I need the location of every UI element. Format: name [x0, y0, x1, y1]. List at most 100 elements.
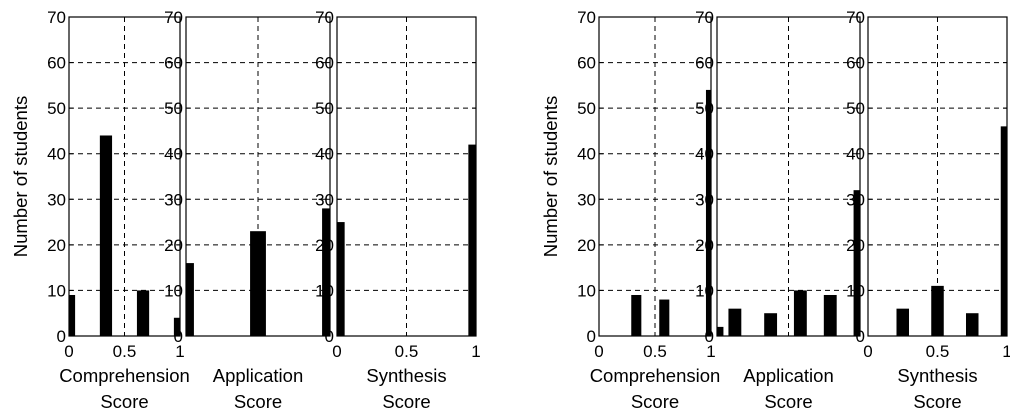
y-tick-label: 50 — [695, 99, 714, 118]
y-tick-label: 30 — [315, 190, 334, 209]
y-tick-label: 20 — [315, 236, 334, 255]
x-axis-label: Synthesis — [897, 365, 977, 386]
bar — [705, 89, 711, 337]
y-tick-label: 60 — [315, 54, 334, 73]
y-axis-label: Number of students — [10, 96, 31, 257]
x-axis-label-unit: Score — [631, 391, 679, 412]
y-tick-label: 20 — [695, 236, 714, 255]
histogram-panel-6: 0 10 20 30 40 50 60 70 0 0.5 1 Synthesis Score — [846, 8, 1010, 412]
y-tick-label: 0 — [325, 327, 334, 346]
bar — [793, 290, 807, 336]
x-tick-label: 1 — [706, 342, 715, 361]
bar — [659, 299, 670, 336]
x-axis-label-unit: Score — [913, 391, 961, 412]
y-tick-label: 0 — [587, 327, 596, 346]
bar — [717, 326, 724, 336]
x-tick-label: 1 — [1002, 342, 1010, 361]
y-tick-label: 50 — [846, 99, 865, 118]
y-tick-label: 70 — [164, 8, 183, 27]
x-axis-label: Application — [213, 365, 304, 386]
x-axis-label: Comprehension — [59, 365, 190, 386]
bar — [931, 285, 944, 336]
x-tick-label: 0.5 — [926, 342, 950, 361]
histogram-panel-4: 0 10 20 30 40 50 60 70 0 0.5 1 Comprehension Score Nu… — [540, 8, 720, 412]
bar — [965, 313, 979, 336]
x-axis-label: Application — [743, 365, 834, 386]
y-tick-label: 50 — [164, 99, 183, 118]
bar — [173, 317, 180, 336]
x-tick-label: 0.5 — [395, 342, 419, 361]
y-tick-label: 40 — [577, 145, 596, 164]
x-axis-label-unit: Score — [382, 391, 430, 412]
y-tick-label: 10 — [577, 281, 596, 300]
y-tick-label: 0 — [705, 327, 714, 346]
x-axis-label: Comprehension — [590, 365, 721, 386]
y-tick-label: 20 — [846, 236, 865, 255]
y-tick-label: 10 — [47, 281, 66, 300]
y-tick-label: 0 — [174, 327, 183, 346]
bar — [896, 308, 910, 336]
x-tick-label: 0 — [863, 342, 872, 361]
y-tick-label: 30 — [577, 190, 596, 209]
x-tick-label: 0.5 — [643, 342, 667, 361]
bar — [322, 208, 330, 336]
x-axis-label: Synthesis — [366, 365, 446, 386]
y-tick-label: 70 — [315, 8, 334, 27]
y-tick-label: 30 — [47, 190, 66, 209]
x-tick-label: 0 — [332, 342, 341, 361]
bar — [250, 231, 266, 336]
y-tick-label: 60 — [695, 54, 714, 73]
x-tick-label: 1 — [471, 342, 480, 361]
y-tick-label: 60 — [846, 54, 865, 73]
histogram-panel-5: 0 10 20 30 40 50 60 70 Application Score — [695, 8, 861, 412]
y-tick-label: 30 — [695, 190, 714, 209]
bar — [823, 294, 837, 336]
x-tick-label: 0 — [64, 342, 73, 361]
bar — [728, 308, 742, 336]
y-tick-label: 0 — [856, 327, 865, 346]
y-tick-label: 50 — [315, 99, 334, 118]
bar — [1000, 126, 1007, 336]
y-tick-label: 40 — [47, 145, 66, 164]
y-tick-label: 10 — [315, 281, 334, 300]
y-tick-label: 70 — [47, 8, 66, 27]
x-axis-label-unit: Score — [234, 391, 282, 412]
y-tick-label: 20 — [47, 236, 66, 255]
bar — [69, 294, 76, 336]
y-tick-label: 10 — [164, 281, 183, 300]
x-tick-label: 0.5 — [113, 342, 137, 361]
bar — [186, 263, 194, 336]
y-tick-label: 40 — [164, 145, 183, 164]
bar — [764, 313, 778, 336]
y-axis-label: Number of students — [540, 96, 561, 257]
y-tick-label: 60 — [577, 54, 596, 73]
x-axis-label-unit: Score — [764, 391, 812, 412]
y-tick-label: 10 — [846, 281, 865, 300]
y-tick-label: 70 — [577, 8, 596, 27]
bar — [468, 144, 476, 336]
y-tick-label: 50 — [47, 99, 66, 118]
bar — [337, 222, 345, 336]
y-tick-label: 10 — [695, 281, 714, 300]
x-axis-label-unit: Score — [100, 391, 148, 412]
y-tick-label: 70 — [695, 8, 714, 27]
y-tick-label: 40 — [846, 145, 865, 164]
y-tick-label: 30 — [846, 190, 865, 209]
y-tick-label: 40 — [315, 145, 334, 164]
y-tick-label: 60 — [164, 54, 183, 73]
bar — [631, 294, 642, 336]
y-tick-label: 20 — [577, 236, 596, 255]
y-tick-label: 30 — [164, 190, 183, 209]
x-tick-label: 1 — [175, 342, 184, 361]
y-tick-label: 0 — [57, 327, 66, 346]
x-tick-label: 0 — [594, 342, 603, 361]
y-tick-label: 20 — [164, 236, 183, 255]
y-tick-label: 50 — [577, 99, 596, 118]
bar — [99, 135, 113, 336]
histogram-panel-1: 0 10 20 30 40 50 60 70 0 0.5 1 Comprehension Score Nu… — [10, 8, 190, 412]
bar — [853, 190, 860, 336]
y-tick-label: 60 — [47, 54, 66, 73]
histogram-panel-3: 0 10 20 30 40 50 60 70 0 0.5 1 Synthesis Score — [315, 8, 481, 412]
